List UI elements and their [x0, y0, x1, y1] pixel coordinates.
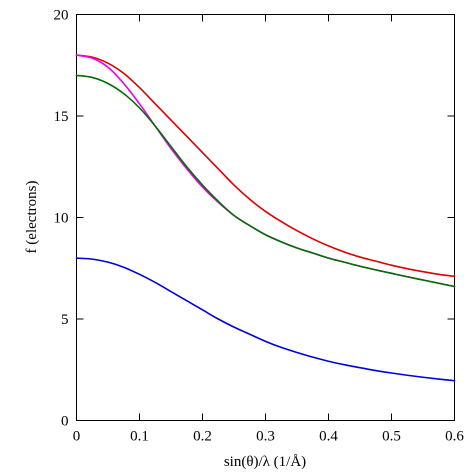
- y-tick-label: 0: [61, 414, 69, 430]
- x-tick-label: 0.4: [319, 429, 338, 445]
- series-line-1: [75, 54, 456, 278]
- axis-ticks: [76, 14, 455, 421]
- plot-frame: [76, 14, 455, 421]
- x-tick-label: 0: [73, 429, 81, 445]
- y-tick-label: 15: [54, 109, 69, 125]
- x-tick-label: 0.5: [382, 429, 401, 445]
- x-tick-label: 0.2: [193, 429, 212, 445]
- series-line-3: [75, 74, 456, 288]
- x-tick-label: 0.3: [256, 429, 275, 445]
- series-lines: [75, 54, 456, 382]
- y-tick-label: 5: [61, 312, 69, 328]
- tick-labels: 0 0.1 0.2 0.3 0.4 0.5 0.6 0 5 10 15 20: [54, 8, 465, 445]
- x-tick-label: 0.1: [130, 429, 149, 445]
- series-line-4: [75, 257, 456, 382]
- y-tick-label: 10: [54, 211, 69, 227]
- series-line-2: [75, 54, 456, 288]
- y-tick-label: 20: [54, 8, 69, 24]
- x-tick-label: 0.6: [445, 429, 464, 445]
- x-axis-label: sin(θ)/λ (1/Å): [224, 454, 306, 470]
- y-axis-label: f (electrons): [24, 181, 40, 254]
